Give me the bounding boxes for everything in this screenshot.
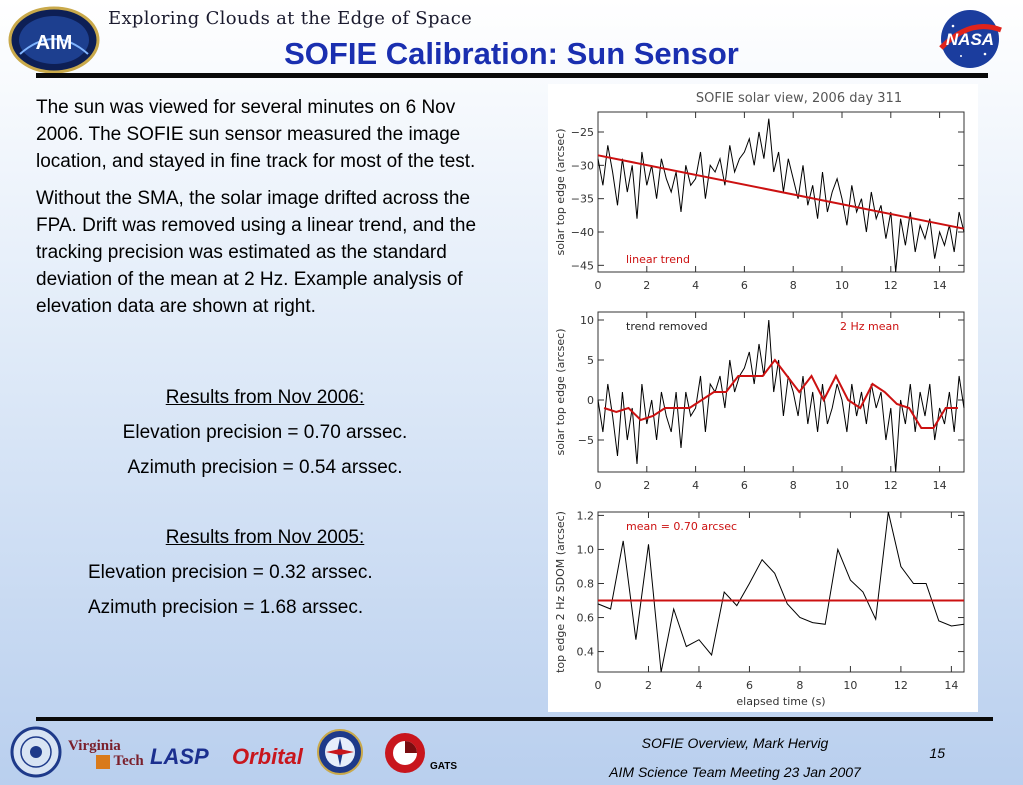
- y-tick-label: 0.6: [577, 612, 595, 625]
- x-tick-label: 6: [741, 479, 748, 492]
- x-tick-label: 12: [884, 279, 898, 292]
- lasp-logo: LASP: [150, 744, 209, 769]
- footer-meeting-line: AIM Science Team Meeting 23 Jan 2007: [609, 764, 861, 780]
- gats-logo: GATS: [430, 761, 458, 772]
- chart-title: SOFIE solar view, 2006 day 311: [696, 91, 902, 106]
- virginia-tech-logo: Virginia Tech: [68, 738, 144, 770]
- x-axis-label: elapsed time (s): [736, 695, 825, 708]
- x-tick-label: 10: [835, 479, 849, 492]
- x-tick-label: 8: [790, 479, 797, 492]
- chart-annotation: linear trend: [626, 253, 690, 266]
- virginia-tech-logo-line1: Virginia: [68, 738, 121, 754]
- gats-logo-mark: [385, 733, 425, 773]
- header-divider: [36, 73, 988, 78]
- body-text: The sun was viewed for several minutes o…: [36, 94, 494, 330]
- y-tick-label: −30: [571, 159, 594, 172]
- x-tick-label: 4: [692, 279, 699, 292]
- y-tick-label: −25: [571, 126, 594, 139]
- x-tick-label: 0: [595, 479, 602, 492]
- results-2005-azimuth: Azimuth precision = 1.68 arssec.: [88, 597, 364, 618]
- x-tick-label: 0: [595, 279, 602, 292]
- x-tick-label: 2: [643, 279, 650, 292]
- compass-seal-logo: [317, 729, 363, 775]
- nasa-logo: NASA: [939, 10, 1002, 68]
- nasa-logo-text: NASA: [946, 30, 994, 49]
- paragraph-2: Without the SMA, the solar image drifted…: [36, 188, 477, 317]
- y-tick-label: −45: [571, 259, 594, 272]
- series-line: [597, 511, 965, 673]
- y-axis-label: solar top edge (arcsec): [554, 129, 567, 256]
- y-tick-label: 0.4: [577, 646, 595, 659]
- footer-presentation-title: SOFIE Overview, Mark Hervig: [641, 735, 829, 751]
- x-tick-label: 14: [944, 679, 958, 692]
- y-tick-label: 0.8: [577, 577, 595, 590]
- results-2006-azimuth: Azimuth precision = 0.54 arssec.: [127, 457, 403, 478]
- plot-frame: [597, 111, 965, 273]
- x-tick-label: 2: [643, 479, 650, 492]
- aim-logo-text: AIM: [36, 32, 73, 54]
- university-seal-logo: [10, 726, 62, 778]
- results-2005-heading: Results from Nov 2005:: [165, 527, 365, 548]
- x-tick-label: 10: [843, 679, 857, 692]
- virginia-tech-logo-line2: Tech: [113, 753, 144, 769]
- y-tick-label: 0: [587, 394, 594, 407]
- results-2005-elevation: Elevation precision = 0.32 arssec.: [88, 562, 373, 583]
- series-line: [603, 358, 958, 429]
- footer-divider: [36, 717, 993, 721]
- x-tick-label: 4: [695, 679, 702, 692]
- x-tick-label: 6: [746, 679, 753, 692]
- y-axis-label: top edge 2 Hz SDOM (arcsec): [554, 511, 567, 673]
- aim-logo: AIM: [8, 6, 100, 74]
- x-tick-label: 6: [741, 279, 748, 292]
- chart-annotation: mean = 0.70 arcsec: [626, 520, 737, 533]
- y-tick-label: 1.0: [577, 543, 595, 556]
- page-title: SOFIE Calibration: Sun Sensor: [284, 36, 739, 71]
- x-tick-label: 14: [933, 479, 947, 492]
- x-tick-label: 12: [884, 479, 898, 492]
- y-tick-label: 10: [580, 314, 594, 327]
- page-number: 15: [929, 745, 945, 761]
- y-tick-label: −35: [571, 193, 594, 206]
- chart-annotation: trend removed: [626, 320, 708, 333]
- x-tick-label: 12: [894, 679, 908, 692]
- plot-frame: [597, 511, 965, 673]
- calibration-figure: 0 2 4 6 8 10 12 14 −25 −30 −35 −40 −45 solar top edge…: [548, 84, 978, 712]
- results-2006-heading: Results from Nov 2006:: [165, 387, 365, 408]
- y-tick-label: −40: [571, 226, 594, 239]
- x-tick-label: 8: [790, 279, 797, 292]
- paragraph-1: The sun was viewed for several minutes o…: [36, 97, 476, 172]
- y-tick-label: 5: [587, 354, 594, 367]
- orbital-logo: Orbital: [232, 744, 303, 769]
- x-tick-label: 8: [796, 679, 803, 692]
- x-tick-label: 14: [933, 279, 947, 292]
- plot-frame: [597, 311, 965, 473]
- series-line: [597, 154, 965, 230]
- y-axis-label: solar top edge (arcsec): [554, 329, 567, 456]
- results-2006-elevation: Elevation precision = 0.70 arssec.: [122, 422, 408, 443]
- x-tick-label: 4: [692, 479, 699, 492]
- header-tagline: Exploring Clouds at the Edge of Space: [108, 8, 473, 29]
- y-tick-label: −5: [578, 434, 594, 447]
- x-tick-label: 10: [835, 279, 849, 292]
- x-tick-label: 0: [595, 679, 602, 692]
- y-tick-label: 1.2: [577, 509, 595, 522]
- chart-annotation: 2 Hz mean: [840, 320, 899, 333]
- x-tick-label: 2: [645, 679, 652, 692]
- series-line: [597, 118, 965, 273]
- series-line: [597, 319, 965, 473]
